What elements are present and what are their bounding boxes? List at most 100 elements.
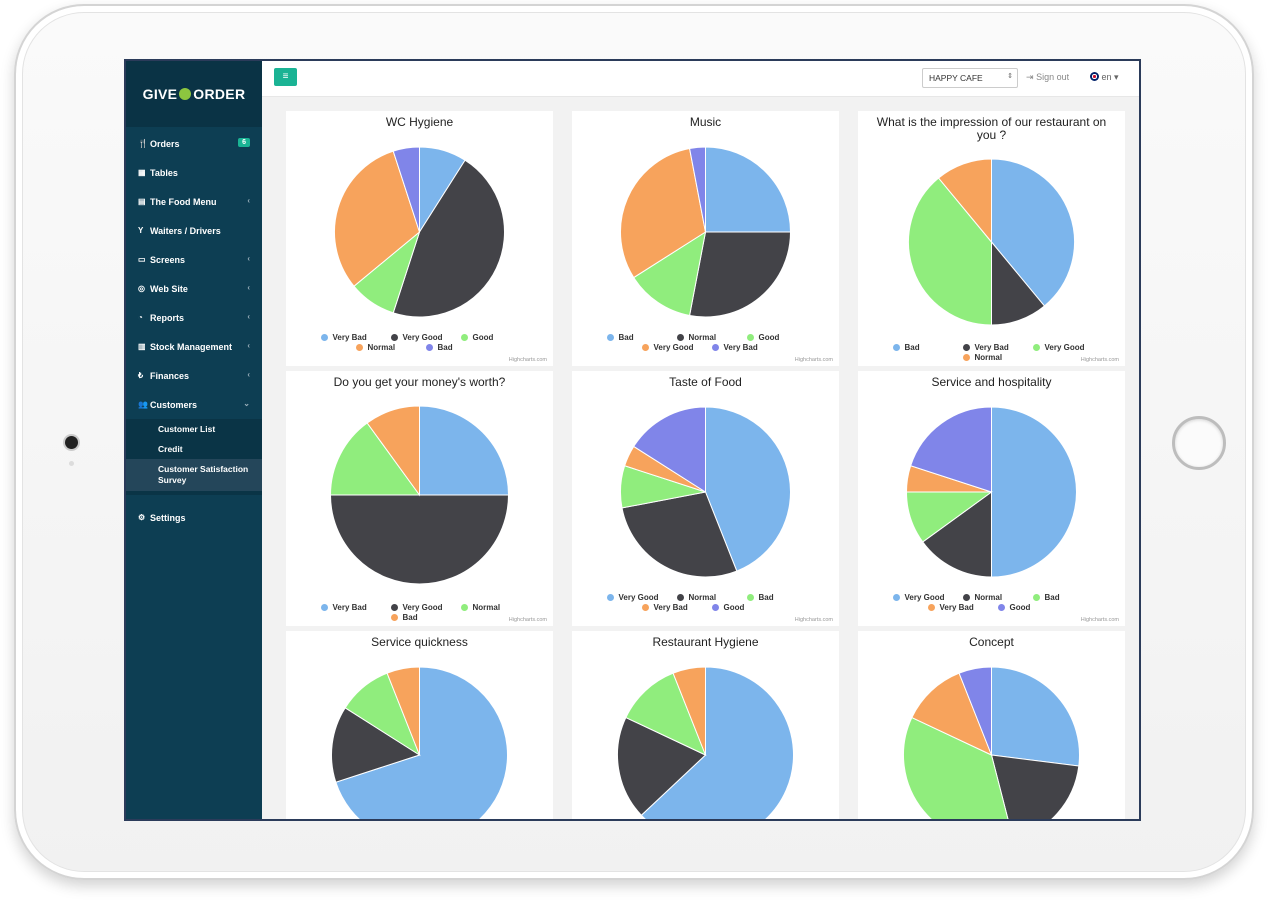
legend-item[interactable]: Bad [425,343,484,352]
legend-item[interactable]: Bad [606,333,665,342]
pie-slice-very-good[interactable] [620,147,707,279]
pie-slice-normal[interactable] [937,158,992,244]
pie-slice-very-good[interactable] [991,406,1077,578]
pie-slice-bad[interactable] [672,666,706,756]
sidebar-item-finances[interactable]: ₺ Finances ‹ [126,361,262,390]
legend-item[interactable]: Normal [962,593,1021,602]
pie-slice-normal[interactable] [990,754,1080,821]
highcharts-credit-link[interactable]: Highcharts.com [508,357,547,363]
sidebar-item-reports[interactable]: ◔ Reports ‹ [126,303,262,332]
pie-slice-good[interactable] [633,230,707,317]
sidebar-item-label: Settings [150,512,186,523]
pie-slice-very-bad[interactable] [419,405,510,496]
legend-item[interactable]: Bad [746,593,805,602]
legend-item[interactable]: Normal [676,593,735,602]
highcharts-credit-link[interactable]: Highcharts.com [1080,617,1119,623]
submenu-item-credit[interactable]: Credit [158,444,183,454]
venue-select[interactable]: HAPPY CAFE ⇕ [922,68,1018,88]
legend-item[interactable]: Very Good [641,343,700,352]
legend-item[interactable]: Very Bad [641,603,700,612]
legend-item[interactable]: Good [711,603,770,612]
pie-slice-very-good[interactable] [335,666,508,821]
legend-label: Very Good [1044,343,1085,352]
sidebar-item-web-site[interactable]: ◎ Web Site ‹ [126,274,262,303]
legend-item[interactable]: Very Bad [320,333,379,342]
pie-slice-good[interactable] [633,406,706,493]
legend-item[interactable]: Normal [962,353,1021,362]
pie-slice-good[interactable] [903,716,1014,821]
submenu-item-customer-satisfaction-survey[interactable]: Customer Satisfaction Survey [126,459,262,491]
legend-item[interactable]: Bad [892,343,951,352]
pie-slice-very-good[interactable] [908,177,992,326]
pie-slice-normal[interactable] [617,716,707,816]
legend-item[interactable]: Very Good [390,603,449,612]
pie-slice-very-bad[interactable] [958,666,992,756]
pie-slice-very-good[interactable] [705,406,791,572]
pie-slice-bad[interactable] [991,158,1075,307]
legend-item[interactable]: Very Good [606,593,665,602]
pie-slice-normal[interactable] [329,422,421,496]
legend-dot-icon [606,594,614,601]
pie-slice-bad[interactable] [386,666,420,756]
sidebar-item-settings[interactable]: ⚙ Settings [126,503,262,532]
brand-logo[interactable]: GIVE ORDER [126,61,262,127]
pie-slice-bad[interactable] [911,672,993,756]
pie-slice-normal[interactable] [922,491,992,578]
highcharts-credit-link[interactable]: Highcharts.com [794,357,833,363]
legend-item[interactable]: Bad [390,613,449,622]
chart-card: Taste of Food Very Good Normal Bad Very Bad G… [572,371,839,626]
pie-slice-good[interactable] [625,672,707,756]
legend-item[interactable]: Very Bad [962,343,1021,352]
legend-label: Bad [437,343,453,352]
legend-item[interactable]: Good [746,333,805,342]
pie-slice-normal[interactable] [621,491,738,578]
legend-item[interactable]: Very Good [1032,343,1091,352]
legend-label: Very Good [402,333,443,342]
pie-slice-very-good[interactable] [329,494,510,585]
language-select[interactable]: en ▾ [1090,72,1119,83]
legend-item[interactable]: Bad [1032,593,1091,602]
sidebar-item-tables[interactable]: ▦ Tables [126,158,262,187]
sign-out-link[interactable]: ⇥ Sign out [1026,72,1069,83]
sidebar-item-stock-management[interactable]: ▥ Stock Management ‹ [126,332,262,361]
sidebar-item-waiters-drivers[interactable]: Y Waiters / Drivers [126,216,262,245]
legend-dot-icon [997,604,1005,611]
legend-item[interactable]: Normal [460,603,519,612]
pie-chart [617,666,794,821]
pie-slice-bad[interactable] [392,146,420,233]
pie-slice-good[interactable] [910,406,992,493]
legend-dot-icon [641,344,649,351]
legend-item[interactable]: Good [460,333,519,342]
sidebar-item-label: Reports [150,312,185,323]
sensor-dot [69,461,74,466]
legend-item[interactable]: Good [997,603,1056,612]
submenu-item-customer-list[interactable]: Customer List [158,424,216,434]
legend-item[interactable]: Normal [676,333,735,342]
pie-slice-very-good[interactable] [991,666,1080,767]
pie-slice-bad[interactable] [366,405,420,497]
pie-slice-normal[interactable] [331,707,421,783]
sidebar-item-the-food-menu[interactable]: ▤ The Food Menu ‹ [126,187,262,216]
pie-slice-very-good[interactable] [640,666,794,821]
home-button[interactable] [1172,416,1226,470]
pie-slice-bad[interactable] [705,146,792,233]
legend-item[interactable]: Very Bad [927,603,986,612]
pie-slice-normal[interactable] [688,231,792,318]
legend-item[interactable]: Very Good [892,593,951,602]
legend-dot-icon [390,334,398,341]
legend-item[interactable]: Very Bad [711,343,770,352]
sidebar-item-screens[interactable]: ▭ Screens ‹ [126,245,262,274]
legend-item[interactable]: Normal [355,343,414,352]
menu-toggle-button[interactable]: ≡ [274,68,297,86]
pie-slice-normal[interactable] [334,150,421,287]
legend-item[interactable]: Very Good [390,333,449,342]
pie-slice-very-bad[interactable] [688,146,706,233]
highcharts-credit-link[interactable]: Highcharts.com [1080,357,1119,363]
pie-slice-very-good[interactable] [392,159,505,318]
highcharts-credit-link[interactable]: Highcharts.com [794,617,833,623]
legend-item[interactable]: Very Bad [320,603,379,612]
chart-legend: Very Bad Very Good Normal Bad [286,603,553,623]
sidebar-item-customers[interactable]: 👥 Customers ⌄ [126,390,262,419]
highcharts-credit-link[interactable]: Highcharts.com [508,617,547,623]
sidebar-item-orders[interactable]: 🍴 Orders 6 [126,129,262,158]
